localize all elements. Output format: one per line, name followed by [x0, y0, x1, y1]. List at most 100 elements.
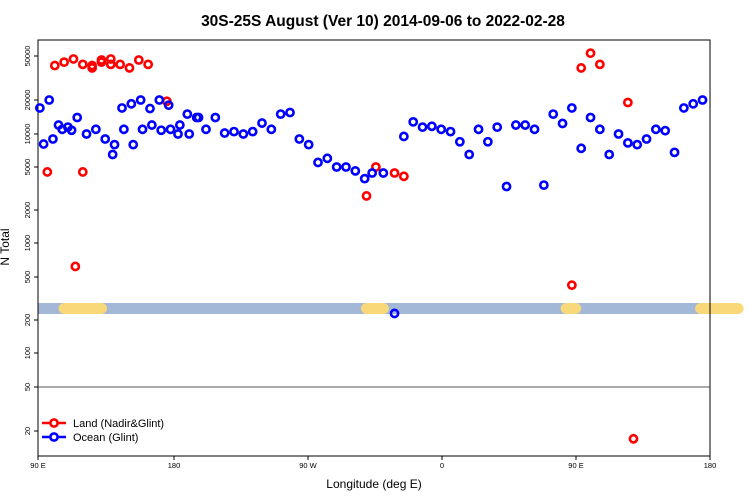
- ocean-point: [473, 124, 484, 135]
- legend: Land (Nadir&Glint) Ocean (Glint): [42, 418, 164, 444]
- ocean-point: [128, 139, 139, 150]
- plot-border: [37, 39, 711, 457]
- ocean-point: [566, 103, 577, 113]
- ocean-point: [229, 126, 239, 137]
- ocean-point: [529, 124, 540, 135]
- ocean-point: [350, 166, 361, 176]
- y-tick-label: 50: [23, 383, 32, 391]
- surface-type-band: [38, 303, 744, 314]
- ocean-point: [165, 124, 176, 135]
- legend-swatch-marker: [49, 432, 59, 442]
- land-point: [59, 57, 70, 68]
- y-tick-label: 10000: [23, 124, 32, 145]
- y-tick-label: 20000: [23, 90, 32, 111]
- land-point: [42, 167, 53, 177]
- y-axis-label: N Total: [0, 228, 12, 265]
- ocean-point: [359, 173, 370, 184]
- legend-label: Ocean (Glint): [73, 432, 138, 444]
- land-point: [105, 59, 116, 70]
- legend-label: Land (Nadir&Glint): [73, 418, 164, 430]
- land-point: [124, 63, 135, 73]
- ocean-point: [257, 118, 267, 128]
- land-band-segment: [560, 303, 582, 314]
- land-point: [77, 167, 88, 177]
- land-point: [70, 261, 81, 272]
- ocean-point: [135, 95, 146, 105]
- ocean-point: [210, 112, 221, 123]
- ocean-point: [117, 103, 127, 113]
- ocean-point: [174, 120, 185, 130]
- y-axis-ticks: 20 50 100 200 500 1000 2000 5000 10000 20000 50000: [23, 46, 38, 435]
- land-point: [585, 48, 596, 59]
- ocean-point: [100, 134, 111, 144]
- ocean-point: [367, 168, 378, 178]
- x-tick-label: 90 E: [568, 461, 583, 470]
- ocean-point: [294, 134, 305, 144]
- land-point: [594, 59, 605, 70]
- ocean-point: [688, 98, 699, 109]
- ocean-point: [594, 124, 605, 135]
- ocean-point: [285, 107, 295, 118]
- ocean-point: [72, 112, 83, 123]
- ocean-point: [604, 149, 615, 160]
- x-tick-label: 180: [168, 461, 181, 470]
- ocean-point: [622, 137, 633, 148]
- ocean-point: [48, 134, 58, 144]
- ocean-point: [464, 149, 475, 160]
- ocean-point: [557, 118, 568, 129]
- ocean-point: [182, 109, 193, 120]
- plot-frame: [37, 39, 711, 457]
- legend-swatch-marker: [49, 418, 59, 428]
- ocean-point: [613, 129, 624, 139]
- ocean-point: [520, 120, 531, 130]
- ocean-point: [173, 129, 183, 139]
- ocean-point: [303, 139, 314, 150]
- ocean-point: [145, 103, 155, 114]
- ocean-point: [697, 95, 708, 105]
- land-point: [77, 59, 88, 70]
- ocean-point: [90, 124, 101, 135]
- ocean-point: [81, 129, 92, 139]
- land-point: [105, 54, 116, 64]
- land-band-segment: [360, 303, 389, 314]
- x-tick-label: 90 W: [299, 461, 317, 470]
- ocean-point: [34, 103, 45, 113]
- x-tick-label: 90 E: [30, 461, 45, 470]
- ocean-point: [632, 139, 643, 150]
- ocean-point: [417, 122, 428, 133]
- ocean-point: [146, 120, 157, 130]
- ocean-point: [38, 139, 49, 149]
- ocean-point: [322, 153, 333, 164]
- ocean-point: [660, 125, 671, 136]
- ocean-point: [510, 120, 521, 130]
- y-tick-label: 500: [23, 271, 32, 284]
- ocean-point: [378, 168, 389, 178]
- land-point: [96, 57, 107, 68]
- land-point: [133, 55, 144, 65]
- y-tick-label: 5000: [23, 159, 32, 176]
- ocean-point: [501, 181, 512, 192]
- land-point: [628, 433, 639, 444]
- y-tick-label: 2000: [23, 202, 32, 219]
- data-points: [34, 48, 708, 444]
- ocean-point: [184, 129, 195, 139]
- land-point: [143, 59, 154, 70]
- ocean-point: [44, 95, 55, 105]
- chart-title: 30S-25S August (Ver 10) 2014-09-06 to 20…: [201, 13, 565, 30]
- ocean-point: [454, 136, 465, 147]
- ocean-point: [275, 109, 286, 120]
- ocean-point: [538, 180, 549, 190]
- y-tick-label: 100: [23, 347, 32, 360]
- land-point: [398, 171, 409, 182]
- land-point: [389, 168, 400, 178]
- x-tick-label: 0: [440, 461, 444, 470]
- land-band-segment: [695, 303, 744, 314]
- ocean-point: [436, 124, 447, 135]
- land-point: [566, 280, 577, 291]
- land-point: [68, 54, 79, 64]
- ocean-point: [678, 103, 689, 113]
- ocean-point: [576, 143, 587, 154]
- x-axis-label: Longitude (deg E): [326, 477, 421, 491]
- land-point: [49, 60, 60, 71]
- ocean-point: [137, 124, 148, 135]
